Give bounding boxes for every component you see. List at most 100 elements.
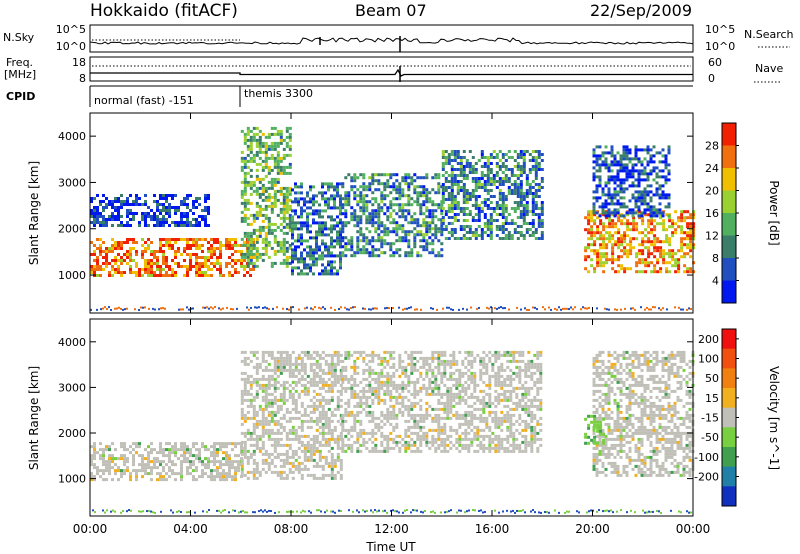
power-colorbar: 4 8 12 16 20 24 28: [705, 122, 739, 304]
colorbar-swatch: [722, 407, 736, 428]
colorbar-tick-label: 50: [705, 372, 719, 385]
y-tick-label: 1000: [58, 473, 86, 486]
power-echo-field: [90, 126, 696, 311]
colorbar-swatch: [722, 123, 736, 146]
station-title: Hokkaido (fitACF): [90, 1, 238, 21]
y-tick-label: 3000: [58, 176, 86, 189]
velocity-ylabel: Slant Range [km]: [27, 366, 41, 470]
colorbar-tick-label: 4: [712, 275, 719, 288]
echo-region: [341, 350, 543, 453]
echo-region: [90, 442, 243, 482]
power-y-axis: 1000 2000 3000 4000: [58, 130, 693, 282]
nsky-panel: N.Sky 10^5 10^0 10^5 10^0 N.Search: [3, 23, 794, 53]
time-axis: 00:00 04:00 08:00 12:00 16:00 20:00 00:00: [73, 522, 711, 536]
time-axis-label: Time UT: [365, 540, 416, 554]
power-x-axis-ticks: [89, 113, 694, 313]
y-tick-label: 2000: [58, 223, 86, 236]
near-range-echoes: [90, 306, 692, 311]
colorbar-swatch: [722, 447, 736, 468]
echo-region: [240, 126, 292, 268]
y-tick-label: 4000: [58, 336, 86, 349]
cpid-mode-normal: normal (fast) -151: [94, 94, 194, 107]
colorbar-tick-label: -100: [694, 451, 719, 464]
freq-label-line1: Freq.: [6, 56, 33, 69]
colorbar-swatch: [722, 190, 736, 214]
freq-tick-top: 18: [72, 56, 86, 69]
colorbar-swatch: [722, 466, 736, 487]
colorbar-tick-label: 16: [705, 207, 719, 220]
colorbar-swatch: [722, 388, 736, 409]
echo-region: [240, 350, 343, 480]
power-ylabel: Slant Range [km]: [27, 161, 41, 265]
colorbar-tick-label: -15: [701, 412, 719, 425]
colorbar-swatch: [722, 168, 736, 191]
echo-region: [592, 145, 671, 218]
echo-region: [90, 194, 210, 227]
velocity-x-axis-ticks: [89, 319, 694, 516]
y-tick-label: 4000: [58, 130, 86, 143]
echo-region: [584, 414, 606, 445]
colorbar-swatch: [722, 258, 736, 281]
colorbar-tick-label: 15: [705, 392, 719, 405]
freq-label-line2: [MHz]: [4, 68, 36, 81]
cpid-label: CPID: [6, 90, 35, 103]
cpid-panel: CPID normal (fast) -151 themis 3300: [6, 85, 693, 107]
nsky-tick-top-right: 10^5: [705, 23, 735, 36]
colorbar-swatch: [722, 145, 736, 169]
echo-region: [291, 182, 342, 276]
colorbar-swatch: [722, 427, 736, 448]
echo-region: [341, 173, 444, 258]
time-tick-label: 04:00: [173, 522, 208, 536]
date-title: 22/Sep/2009: [590, 1, 692, 20]
velocity-echo-field: [90, 350, 695, 514]
colorbar-tick-label: 20: [705, 185, 719, 198]
y-tick-label: 1000: [58, 269, 86, 282]
y-tick-label: 3000: [58, 381, 86, 394]
nave-label: Nave: [755, 62, 783, 75]
nsky-tick-bottom-left: 10^0: [56, 40, 86, 53]
echo-region: [441, 150, 544, 240]
time-tick-label: 16:00: [475, 522, 510, 536]
colorbar-tick-label: 200: [698, 333, 719, 346]
velocity-colorbar: 200 100 50 15 -15 -50 -100 -200: [694, 328, 739, 507]
freq-panel: Freq. [MHz] 18 8 60 0 Nave: [4, 56, 783, 85]
colorbar-swatch: [722, 235, 736, 259]
velocity-colorbar-label: Velocity [m s^-1]: [767, 366, 781, 470]
time-tick-label: 00:00: [676, 522, 711, 536]
y-tick-label: 2000: [58, 427, 86, 440]
colorbar-swatch: [722, 368, 736, 389]
time-tick-label: 12:00: [374, 522, 409, 536]
colorbar-tick-label: -50: [701, 431, 719, 444]
colorbar-swatch: [722, 348, 736, 369]
colorbar-swatch: [722, 280, 736, 304]
time-tick-label: 08:00: [274, 522, 309, 536]
nave-tick-top: 60: [708, 56, 722, 69]
colorbar-tick-label: 28: [705, 140, 719, 153]
nsky-label: N.Sky: [3, 31, 35, 44]
colorbar-tick-label: 8: [712, 252, 719, 265]
nsky-tick-bottom-right: 10^0: [705, 40, 735, 53]
near-range-echoes: [92, 509, 692, 514]
nsky-line: [89, 37, 694, 45]
velocity-y-axis: 1000 2000 3000 4000: [58, 336, 693, 486]
cpid-mode-themis: themis 3300: [244, 87, 313, 100]
colorbar-swatch: [722, 213, 736, 236]
freq-tick-bottom: 8: [79, 72, 86, 85]
velocity-panel: Slant Range [km] 1000 2000 3000 4000 200 100…: [27, 318, 781, 517]
colorbar-swatch: [722, 486, 736, 507]
time-tick-label: 00:00: [73, 522, 108, 536]
nave-tick-bottom: 0: [708, 72, 715, 85]
nsky-trace: [89, 36, 694, 52]
power-panel: Slant Range [km] 1000 2000 3000 4000 4 8 12 16…: [27, 112, 781, 314]
echo-region: [592, 350, 695, 477]
power-colorbar-label: Power [dB]: [767, 180, 781, 245]
colorbar-swatch: [722, 329, 736, 350]
colorbar-tick-label: 12: [705, 230, 719, 243]
colorbar-tick-label: 100: [698, 353, 719, 366]
time-tick-label: 20:00: [575, 522, 610, 536]
colorbar-tick-label: 24: [705, 162, 719, 175]
nsearch-label: N.Search: [744, 28, 794, 41]
beam-title: Beam 07: [355, 1, 427, 20]
